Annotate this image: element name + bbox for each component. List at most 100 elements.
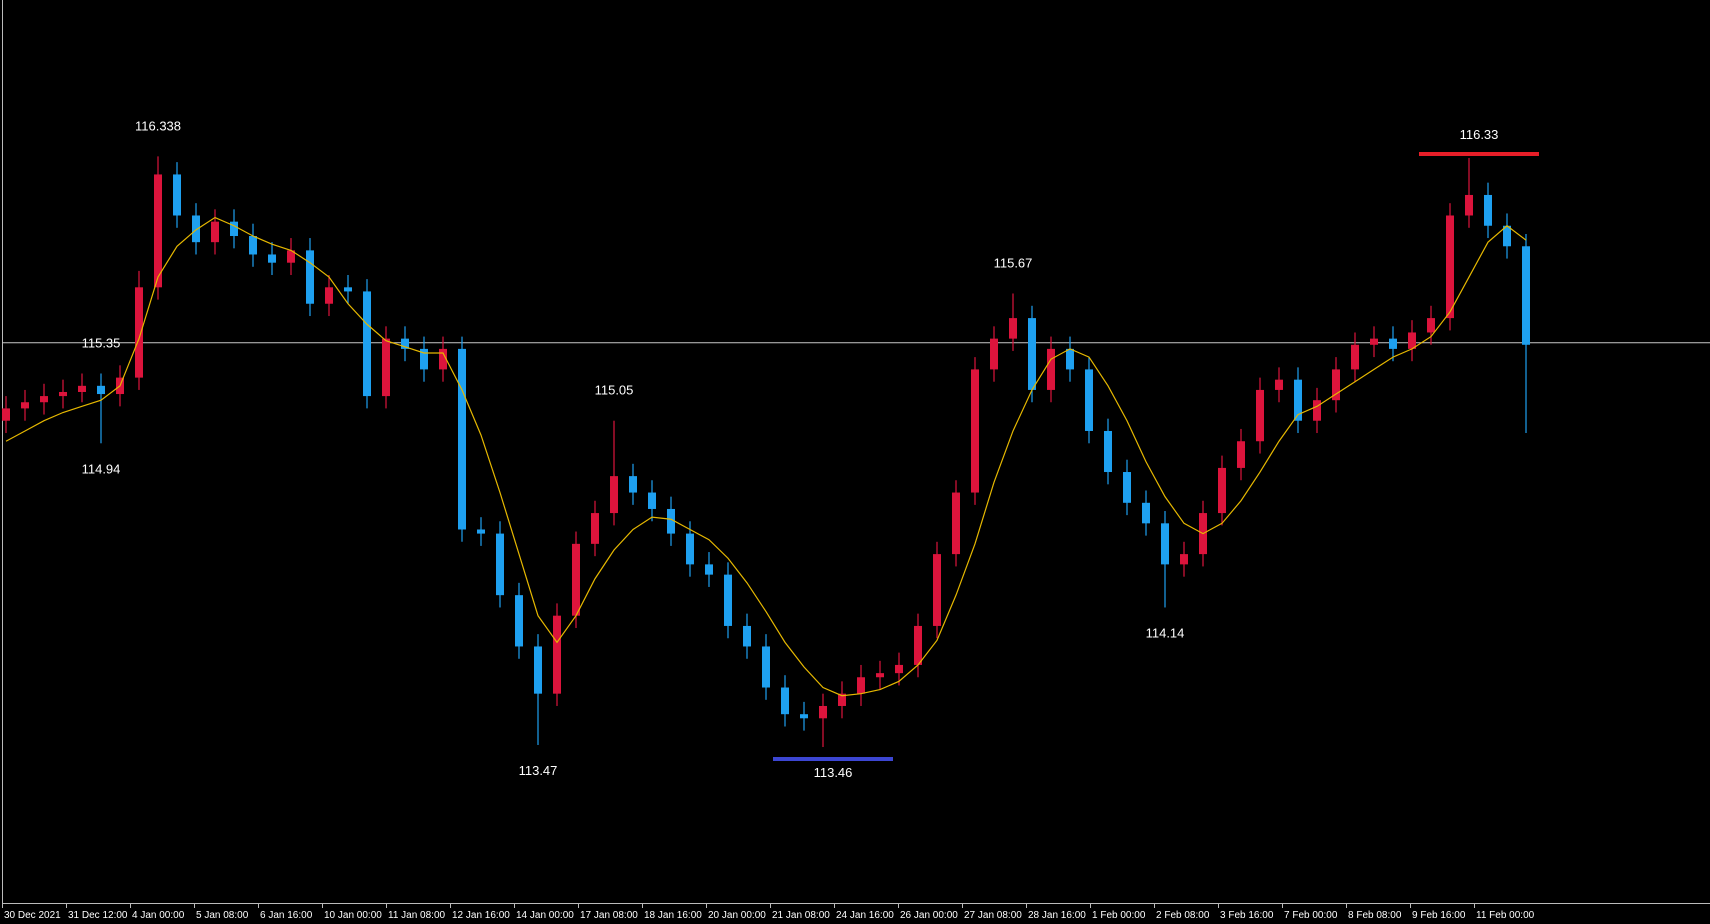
candle-body: [382, 338, 390, 397]
candle-body: [800, 714, 808, 719]
x-tick-label: 3 Feb 16:00: [1220, 910, 1274, 921]
candle-body: [819, 705, 827, 719]
x-tick-label: 20 Jan 00:00: [708, 910, 766, 921]
x-tick-label: 14 Jan 00:00: [516, 910, 574, 921]
candle-body: [306, 250, 314, 304]
candle-body: [553, 615, 561, 694]
candle-body: [135, 287, 143, 378]
candle-body: [610, 476, 618, 514]
candle-body: [933, 554, 941, 626]
x-tick-label: 21 Jan 08:00: [772, 910, 830, 921]
candle-body: [477, 529, 485, 534]
candle-body: [420, 348, 428, 370]
candle-body: [971, 369, 979, 493]
candle-body: [59, 391, 67, 397]
x-tick-label: 26 Jan 00:00: [900, 910, 958, 921]
x-tick-label: 17 Jan 08:00: [580, 910, 638, 921]
candle-body: [1275, 379, 1283, 390]
candle-body: [249, 236, 257, 255]
candle-body: [572, 543, 580, 616]
price-annotation: 113.46: [814, 765, 853, 780]
candle-body: [154, 174, 162, 288]
candle-body: [97, 385, 105, 395]
candle-body: [458, 348, 466, 530]
candle-body: [344, 287, 352, 292]
candle-body: [667, 508, 675, 534]
candle-body: [895, 664, 903, 674]
candle-body: [1446, 215, 1454, 319]
candle-body: [230, 221, 238, 237]
candle-body: [1256, 389, 1264, 442]
candle-body: [1522, 246, 1530, 345]
candle-body: [268, 254, 276, 263]
price-annotation: 115.35: [82, 336, 121, 351]
candle-body: [515, 595, 523, 647]
x-tick-label: 18 Jan 16:00: [644, 910, 702, 921]
candle-body: [1408, 332, 1416, 349]
moving-average: [5, 216, 1527, 697]
x-tick-label: 1 Feb 00:00: [1092, 910, 1146, 921]
candle-body: [686, 533, 694, 565]
candle-body: [1332, 369, 1340, 401]
x-tick-label: 11 Jan 08:00: [388, 910, 446, 921]
price-annotation: 114.14: [1146, 625, 1185, 640]
candle-body: [1161, 523, 1169, 565]
x-tick-label: 2 Feb 08:00: [1156, 910, 1210, 921]
candle-body: [857, 677, 865, 694]
candle-body: [2, 408, 10, 421]
x-tick-label: 6 Jan 16:00: [260, 910, 313, 921]
candle-body: [781, 687, 789, 715]
candle-body: [1123, 472, 1131, 503]
candle-body: [496, 533, 504, 596]
candle-body: [1085, 369, 1093, 431]
candle-body: [914, 625, 922, 665]
candle-body: [401, 338, 409, 349]
candle-body: [952, 492, 960, 555]
x-tick-label: 11 Feb 00:00: [1476, 910, 1535, 921]
candle-body: [1351, 344, 1359, 370]
candle-body: [743, 625, 751, 647]
candle-body: [363, 291, 371, 397]
x-tick-label: 8 Feb 08:00: [1348, 910, 1402, 921]
candle-body: [1465, 194, 1473, 216]
candle-body: [439, 348, 447, 370]
candle-body: [211, 221, 219, 243]
candle-body: [1104, 430, 1112, 473]
x-tick-label: 10 Jan 00:00: [324, 910, 382, 921]
x-tick-label: 27 Jan 08:00: [964, 910, 1022, 921]
candle-body: [325, 287, 333, 304]
candle-body: [591, 513, 599, 544]
candle-body: [78, 385, 86, 392]
price-annotation: 116.33: [1460, 127, 1499, 142]
price-annotation: 113.47: [519, 763, 558, 778]
candle-body: [1142, 502, 1150, 524]
candle-body: [1237, 441, 1245, 468]
x-tick-label: 5 Jan 08:00: [196, 910, 249, 921]
price-annotation: 115.67: [994, 255, 1033, 270]
candle-body: [1218, 467, 1226, 514]
candle-body: [629, 476, 637, 493]
candle-body: [1009, 318, 1017, 339]
candle-body: [838, 693, 846, 706]
candle-body: [1389, 338, 1397, 349]
candle-body: [648, 492, 656, 509]
candle-body: [1294, 379, 1302, 421]
price-annotation: 116.338: [135, 118, 181, 133]
candle-body: [990, 338, 998, 370]
candle-body: [705, 564, 713, 575]
candle-body: [1370, 338, 1378, 345]
x-tick-label: 31 Dec 12:00: [68, 910, 128, 921]
candle-body: [1503, 225, 1511, 247]
candle-body: [40, 396, 48, 403]
candle-body: [876, 673, 884, 678]
x-tick-label: 7 Feb 00:00: [1284, 910, 1338, 921]
candle-body: [1047, 348, 1055, 390]
x-tick-label: 30 Dec 2021: [4, 910, 61, 921]
candle-body: [724, 574, 732, 626]
price-annotation: 115.05: [595, 383, 634, 398]
x-tick-label: 12 Jan 16:00: [452, 910, 510, 921]
candle-body: [534, 646, 542, 694]
candle-body: [1028, 318, 1036, 390]
candle-body: [1180, 554, 1188, 565]
